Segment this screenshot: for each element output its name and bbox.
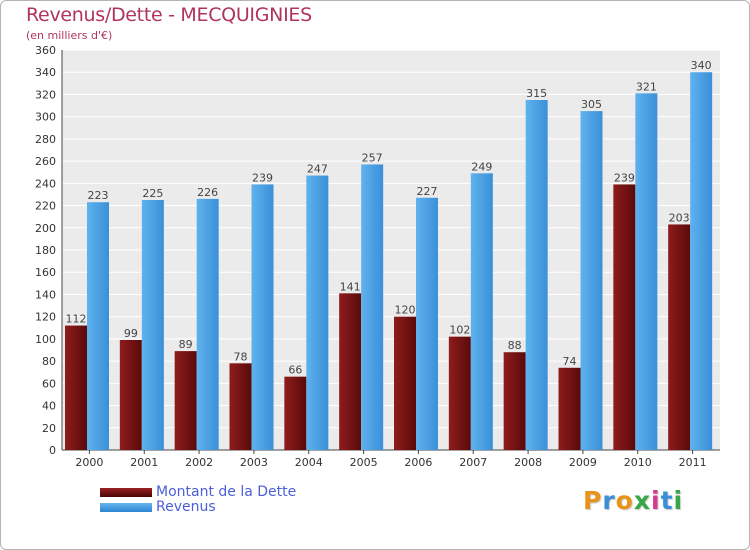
data-label-revenus: 226 xyxy=(197,186,218,199)
bar-revenus xyxy=(87,202,109,450)
y-tick-label: 60 xyxy=(42,377,56,390)
y-tick-label: 300 xyxy=(35,111,56,124)
proxiti-letter: r xyxy=(602,486,616,515)
proxiti-logo: Proxiti xyxy=(583,486,683,515)
y-tick-label: 280 xyxy=(35,133,56,146)
data-label-dette: 141 xyxy=(340,280,361,293)
bar-dette xyxy=(394,316,416,450)
data-label-revenus: 315 xyxy=(526,87,547,100)
data-label-dette: 88 xyxy=(508,339,522,352)
y-tick-label: 260 xyxy=(35,155,56,168)
data-label-dette: 89 xyxy=(179,338,193,351)
bar-revenus xyxy=(251,184,274,450)
data-label-dette: 78 xyxy=(234,350,248,363)
y-tick-label: 320 xyxy=(35,88,56,101)
x-tick-label: 2003 xyxy=(240,456,268,469)
chart-subtitle: (en milliers d'€) xyxy=(26,29,113,42)
proxiti-letter: o xyxy=(615,486,634,515)
data-label-dette: 102 xyxy=(449,324,470,337)
bar-dette xyxy=(119,340,142,450)
data-label-revenus: 321 xyxy=(636,80,657,93)
bar-dette xyxy=(668,224,691,450)
proxiti-letter: i xyxy=(651,486,661,515)
data-label-revenus: 223 xyxy=(88,189,109,202)
x-tick-label: 2006 xyxy=(404,456,432,469)
bar-dette xyxy=(65,325,87,450)
data-label-dette: 99 xyxy=(124,327,138,340)
proxiti-letter: P xyxy=(583,486,603,515)
proxiti-letter: x xyxy=(633,486,651,515)
data-label-revenus: 249 xyxy=(471,160,492,173)
bar-revenus xyxy=(196,198,219,450)
bar-revenus xyxy=(525,100,548,450)
legend-swatch-dette xyxy=(100,488,152,497)
bar-dette xyxy=(613,184,636,450)
bar-revenus xyxy=(470,173,493,451)
y-tick-label: 20 xyxy=(42,422,56,435)
x-tick-label: 2010 xyxy=(624,456,652,469)
x-tick-label: 2004 xyxy=(295,456,323,469)
y-tick-label: 220 xyxy=(35,200,56,213)
y-tick-label: 40 xyxy=(42,400,56,413)
x-tick-label: 2011 xyxy=(679,456,707,469)
data-label-revenus: 247 xyxy=(307,163,328,176)
proxiti-letter: t xyxy=(660,486,674,515)
bar-dette xyxy=(284,376,307,450)
x-tick-label: 2001 xyxy=(130,456,158,469)
x-tick-label: 2000 xyxy=(75,456,103,469)
x-tick-label: 2008 xyxy=(514,456,542,469)
bar-dette xyxy=(558,367,581,450)
proxiti-letter: i xyxy=(673,486,684,515)
data-label-dette: 120 xyxy=(395,304,416,317)
bar-revenus xyxy=(580,111,603,450)
y-tick-label: 100 xyxy=(35,333,56,346)
x-tick-label: 2007 xyxy=(459,456,487,469)
bar-revenus xyxy=(306,175,329,451)
bar-dette xyxy=(448,336,471,450)
data-label-revenus: 239 xyxy=(252,171,273,184)
y-tick-label: 120 xyxy=(35,311,56,324)
data-label-revenus: 340 xyxy=(691,59,712,72)
y-tick-label: 0 xyxy=(49,444,56,457)
data-label-dette: 239 xyxy=(614,171,635,184)
x-tick-label: 2005 xyxy=(350,456,378,469)
y-tick-label: 340 xyxy=(35,66,56,79)
x-tick-label: 2009 xyxy=(569,456,597,469)
x-tick-label: 2002 xyxy=(185,456,213,469)
bar-revenus xyxy=(361,164,384,450)
bar-dette xyxy=(339,293,362,450)
y-tick-label: 240 xyxy=(35,177,56,190)
legend-swatch-revenus xyxy=(100,503,152,512)
data-label-dette: 74 xyxy=(563,355,577,368)
bar-revenus xyxy=(141,200,164,450)
bar-revenus xyxy=(635,93,658,450)
bar-dette xyxy=(229,363,252,450)
data-label-dette: 112 xyxy=(66,313,87,326)
y-tick-label: 80 xyxy=(42,355,56,368)
data-label-revenus: 225 xyxy=(142,187,163,200)
y-tick-label: 360 xyxy=(35,44,56,57)
y-tick-label: 140 xyxy=(35,288,56,301)
y-tick-label: 200 xyxy=(35,222,56,235)
data-label-revenus: 257 xyxy=(362,151,383,164)
chart-title: Revenus/Dette - MECQUIGNIES xyxy=(26,4,312,26)
data-label-revenus: 305 xyxy=(581,98,602,111)
data-label-dette: 66 xyxy=(288,364,302,377)
bar-dette xyxy=(174,351,197,450)
legend-label-revenus: Revenus xyxy=(156,499,216,515)
bar-revenus xyxy=(690,72,713,450)
data-label-dette: 203 xyxy=(669,211,690,224)
bar-revenus xyxy=(416,197,438,450)
data-label-revenus: 227 xyxy=(417,185,438,198)
y-tick-label: 160 xyxy=(35,266,56,279)
y-tick-label: 180 xyxy=(35,244,56,257)
legend-label-dette: Montant de la Dette xyxy=(156,484,297,500)
bar-dette xyxy=(503,352,526,450)
